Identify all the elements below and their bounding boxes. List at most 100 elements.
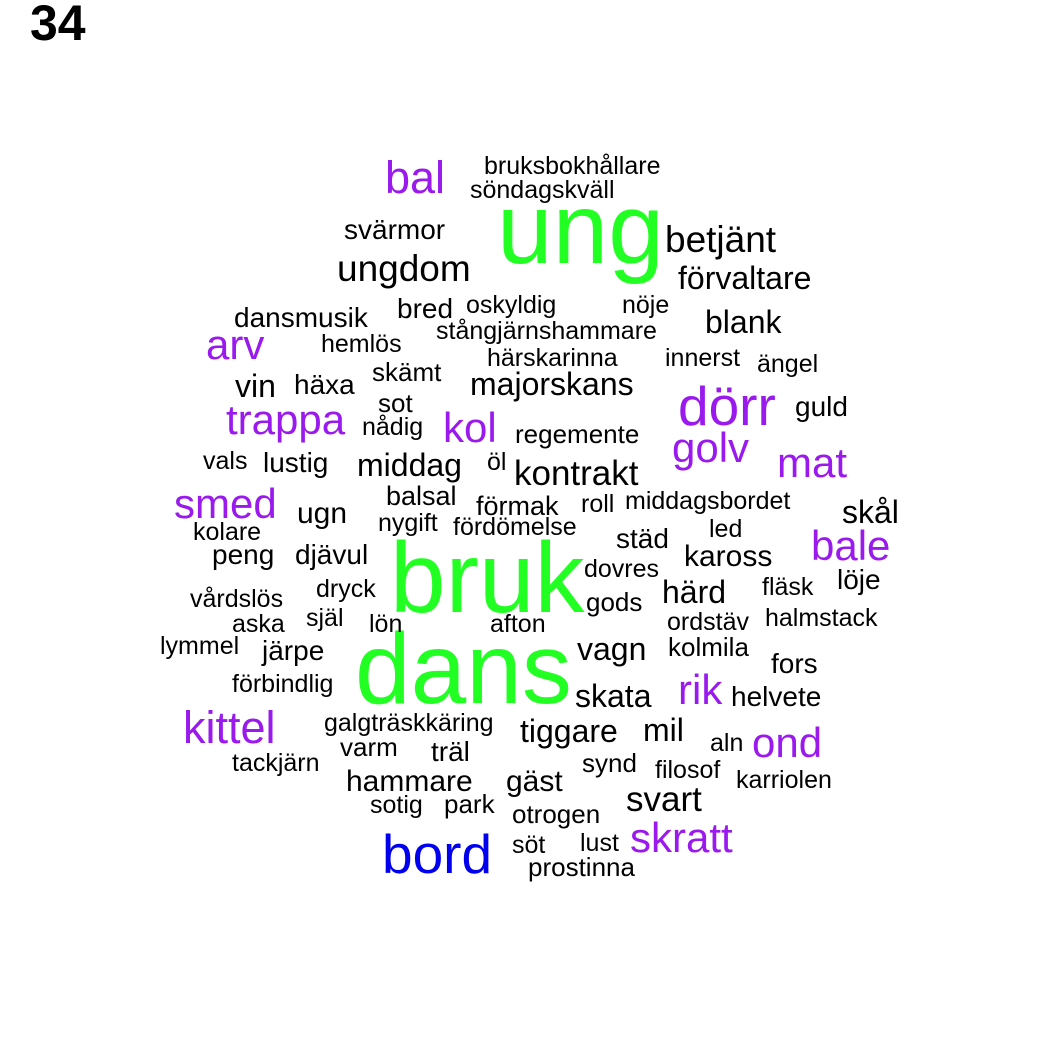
word-bord: bord bbox=[382, 823, 492, 885]
word-skata: skata bbox=[575, 678, 652, 714]
word-balsal: balsal bbox=[386, 481, 457, 511]
word-tral: träl bbox=[431, 736, 470, 767]
word-guld: guld bbox=[795, 391, 848, 422]
word-dansmusik: dansmusik bbox=[234, 302, 369, 333]
word-mat: mat bbox=[777, 439, 847, 486]
word-svart: svart bbox=[626, 780, 702, 819]
word-dans: dans bbox=[355, 613, 572, 725]
word-helvete: helvete bbox=[731, 681, 821, 712]
word-sot: sot bbox=[378, 388, 413, 418]
word-hammare: hammare bbox=[346, 765, 473, 798]
word-blank: blank bbox=[705, 304, 783, 340]
word-halmstack: halmstack bbox=[765, 604, 878, 632]
word-noje: nöje bbox=[622, 291, 669, 319]
word-djavul: djävul bbox=[295, 539, 368, 570]
word-dovres: dovres bbox=[584, 555, 659, 583]
word-kaross: kaross bbox=[684, 540, 772, 573]
word-forbindlig: förbindlig bbox=[232, 670, 333, 698]
word-karriolen: karriolen bbox=[736, 766, 832, 794]
word-majorskans: majorskans bbox=[470, 366, 634, 402]
word-innerst: innerst bbox=[665, 344, 740, 372]
word-betjant: betjänt bbox=[665, 219, 777, 260]
word-middagsbordet: middagsbordet bbox=[625, 487, 790, 515]
word-aln: aln bbox=[710, 729, 743, 757]
word-ond: ond bbox=[752, 719, 822, 766]
word-skal: skål bbox=[842, 494, 899, 530]
word-skamt: skämt bbox=[372, 357, 442, 387]
word-ung: ung bbox=[497, 173, 664, 285]
word-dryck: dryck bbox=[316, 575, 376, 603]
word-filosof: filosof bbox=[655, 756, 720, 784]
word-nadig: nådig bbox=[362, 413, 423, 441]
word-flask: fläsk bbox=[762, 573, 814, 601]
word-varm: varm bbox=[340, 732, 398, 762]
word-aska: aska bbox=[232, 610, 285, 638]
word-regemente: regemente bbox=[515, 419, 639, 449]
word-lymmel: lymmel bbox=[160, 632, 239, 660]
word-svarmor: svärmor bbox=[344, 214, 445, 245]
word-bruksbokhallare: bruksbokhållare bbox=[484, 152, 661, 180]
word-lust: lust bbox=[580, 829, 619, 857]
word-peng: peng bbox=[212, 539, 274, 570]
word-stad: städ bbox=[616, 523, 669, 554]
word-bale: bale bbox=[811, 522, 890, 569]
word-trappa: trappa bbox=[226, 396, 346, 443]
word-haxa: häxa bbox=[294, 369, 355, 400]
word-dorr: dörr bbox=[678, 375, 776, 437]
word-lustig: lustig bbox=[263, 447, 328, 478]
word-mil: mil bbox=[643, 712, 684, 748]
word-hemlos: hemlös bbox=[321, 330, 402, 358]
word-bruk: bruk bbox=[390, 522, 586, 634]
word-forvaltare: förvaltare bbox=[678, 260, 811, 296]
word-vin: vin bbox=[235, 368, 276, 404]
word-vagn: vagn bbox=[577, 631, 646, 667]
word-formak: förmak bbox=[476, 491, 559, 521]
word-roll: roll bbox=[581, 490, 614, 518]
word-prostinna: prostinna bbox=[528, 852, 635, 882]
word-middag: middag bbox=[357, 447, 462, 483]
word-ordstav: ordstäv bbox=[667, 608, 749, 636]
word-harskarinna: härskarinna bbox=[487, 344, 618, 372]
word-kontrakt: kontrakt bbox=[514, 454, 639, 493]
word-synd: synd bbox=[582, 748, 637, 778]
word-kolare: kolare bbox=[193, 518, 261, 546]
word-arv: arv bbox=[206, 321, 264, 368]
word-ungdom: ungdom bbox=[337, 248, 471, 289]
word-vardslos: vårdslös bbox=[190, 585, 283, 613]
word-vals: vals bbox=[203, 447, 247, 475]
word-gods: gods bbox=[586, 587, 642, 617]
word-gast: gäst bbox=[506, 765, 563, 798]
word-kolmila: kolmila bbox=[668, 632, 749, 662]
word-sjal: själ bbox=[306, 604, 344, 632]
word-jarpe: järpe bbox=[261, 635, 324, 666]
word-kittel: kittel bbox=[183, 702, 276, 753]
word-tiggare: tiggare bbox=[520, 713, 618, 749]
word-bal: bal bbox=[385, 152, 445, 203]
word-smed: smed bbox=[174, 480, 277, 527]
word-rik: rik bbox=[678, 666, 723, 713]
word-oskyldig: oskyldig bbox=[466, 291, 556, 319]
word-ugn: ugn bbox=[297, 497, 347, 530]
word-park: park bbox=[444, 789, 496, 819]
word-angel: ängel bbox=[757, 350, 818, 378]
panel-label: 34 bbox=[30, 0, 86, 51]
word-sotig: sotig bbox=[370, 791, 423, 819]
word-ol: öl bbox=[487, 448, 506, 476]
word-sot: söt bbox=[512, 831, 545, 859]
word-skratt: skratt bbox=[630, 814, 733, 861]
word-otrogen: otrogen bbox=[512, 799, 600, 829]
word-stangjarnshammare: stångjärnshammare bbox=[436, 317, 657, 345]
word-fordomelse: fördömelse bbox=[453, 513, 577, 541]
word-sondagskvall: söndagskväll bbox=[470, 176, 615, 204]
word-loje: löje bbox=[837, 564, 881, 595]
word-afton: afton bbox=[490, 610, 546, 638]
word-lon: lön bbox=[369, 610, 402, 638]
word-hard: härd bbox=[662, 574, 726, 610]
word-led: led bbox=[709, 515, 742, 543]
word-kol: kol bbox=[443, 404, 497, 451]
word-tackjarn: tackjärn bbox=[232, 749, 320, 777]
word-fors: fors bbox=[771, 648, 818, 679]
word-galgtraskkaring: galgträskkäring bbox=[324, 709, 494, 737]
